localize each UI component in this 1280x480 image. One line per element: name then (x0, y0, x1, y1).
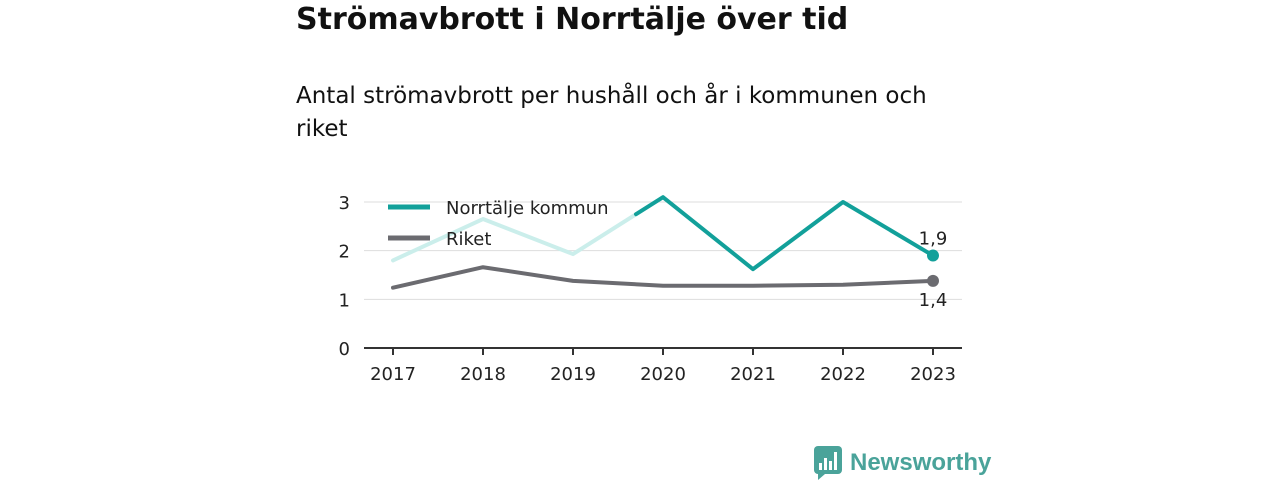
y-tick-label: 2 (339, 242, 350, 263)
series-line-riket (391, 265, 935, 290)
newsworthy-logo: Newsworthy (814, 446, 991, 480)
x-tick-label: 2017 (370, 364, 416, 385)
y-tick-label: 1 (339, 290, 350, 311)
end-label-norrtalje: 1,9 (919, 229, 948, 250)
x-tick-label: 2020 (640, 364, 686, 385)
series-lines (391, 195, 939, 290)
legend-label-norrtalje: Norrtälje kommun (446, 198, 609, 219)
x-tick-label: 2022 (820, 364, 866, 385)
end-labels: 1,9 1,4 (919, 229, 948, 311)
x-tick-label: 2023 (910, 364, 956, 385)
legend-label-riket: Riket (446, 229, 491, 250)
end-point-norrtalje (927, 249, 939, 262)
series-line-norrtalje (634, 195, 935, 272)
y-axis-ticks: 0 1 2 3 (339, 193, 350, 360)
brand-name: Newsworthy (850, 449, 992, 476)
grid-lines (364, 201, 962, 300)
chart-title: Strömavbrott i Norrtälje över tid (296, 2, 849, 37)
x-tick-label: 2019 (550, 364, 596, 385)
y-tick-label: 3 (339, 193, 350, 214)
x-axis: 2017 2018 2019 2020 2021 2022 2023 (364, 347, 962, 385)
bar-chart-speech-bubble-icon (814, 446, 842, 480)
series-line-norrtalje-faded (391, 195, 665, 263)
x-tick-label: 2021 (730, 364, 776, 385)
end-label-riket: 1,4 (919, 290, 948, 311)
end-point-riket (927, 274, 939, 287)
x-tick-label: 2018 (460, 364, 506, 385)
legend: Norrtälje kommun Riket (388, 198, 609, 250)
chart-subtitle: Antal strömavbrott per hushåll och år i … (296, 83, 927, 142)
y-tick-label: 0 (339, 339, 350, 360)
